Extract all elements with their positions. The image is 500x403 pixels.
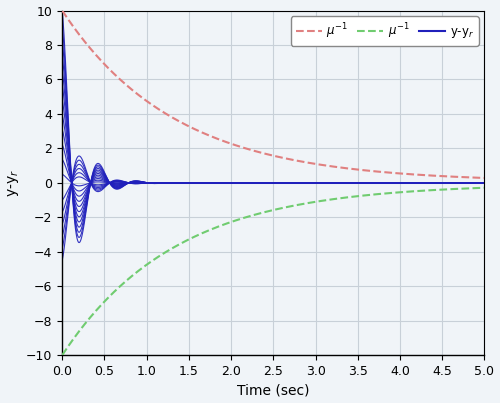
$\mu^{-1}$ [91, 50, 97, 55]
$\mu^{-1}$ [388, 170, 394, 175]
Y-axis label: y-y$_r$: y-y$_r$ [6, 169, 20, 197]
X-axis label: Time (sec): Time (sec) [237, 383, 310, 397]
Legend: $\mu^{-1}$, $\mu^{-1}$, y-y$_r$: $\mu^{-1}$, $\mu^{-1}$, y-y$_r$ [291, 17, 478, 46]
$\mu^{-1}$ [466, 186, 471, 191]
$\mu^{-1}$ [449, 187, 455, 191]
Line: $\mu^{-1}$: $\mu^{-1}$ [62, 11, 484, 178]
$\mu^{-1}$ [60, 8, 66, 13]
$\mu^{-1}$ [482, 185, 488, 190]
$\mu^{-1}$ [466, 175, 471, 180]
$\mu^{-1}$ [449, 174, 455, 179]
$\mu^{-1}$ [218, 138, 224, 143]
$\mu^{-1}$ [388, 191, 394, 195]
$\mu^{-1}$ [482, 176, 488, 181]
$\mu^{-1}$ [91, 311, 97, 316]
$\mu^{-1}$ [218, 223, 224, 228]
$\mu^{-1}$ [60, 353, 66, 357]
Line: $\mu^{-1}$: $\mu^{-1}$ [62, 188, 484, 355]
$\mu^{-1}$ [246, 147, 252, 152]
$\mu^{-1}$ [246, 214, 252, 218]
